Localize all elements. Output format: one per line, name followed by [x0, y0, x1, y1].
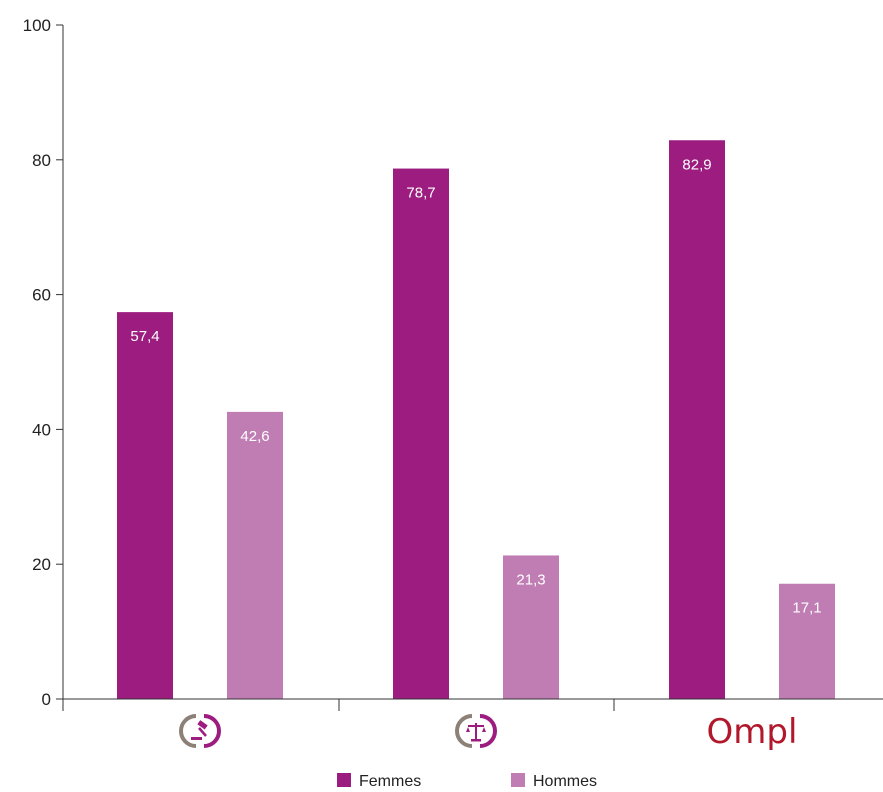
legend-label-femmes: Femmes: [359, 773, 421, 790]
bar-hommes-1: [227, 411, 283, 699]
bar-hommes-2: [503, 555, 559, 699]
bar-label-femmes-1: 57,4: [130, 328, 159, 345]
bars-layer: [117, 140, 835, 699]
bar-labels-layer: 57,4 78,7 82,9 42,6 21,3 17,1: [130, 156, 821, 616]
legend-swatch-femmes: [337, 773, 351, 787]
scales-logo-icon: [455, 714, 497, 748]
y-tick-label-20: 20: [32, 555, 51, 574]
bar-label-femmes-3: 82,9: [682, 156, 711, 173]
legend-swatch-hommes: [511, 773, 525, 787]
bar-femmes-2: [393, 168, 449, 699]
bar-label-hommes-1: 42,6: [240, 428, 269, 445]
bar-hommes-3: [779, 583, 835, 699]
legend: Femmes Hommes: [337, 773, 597, 790]
y-tick-label-60: 60: [32, 286, 51, 305]
legend-label-hommes: Hommes: [533, 773, 597, 790]
y-tick-label-80: 80: [32, 151, 51, 170]
y-tick-label-0: 0: [42, 690, 51, 709]
bar-femmes-1: [117, 312, 173, 699]
gavel-logo-icon: [179, 714, 221, 748]
x-ticks-layer: [62, 699, 615, 711]
ompl-logo-text: Ompl: [707, 712, 798, 752]
bar-label-femmes-2: 78,7: [406, 185, 435, 202]
ompl-logo: Ompl: [707, 712, 798, 752]
bar-label-hommes-2: 21,3: [516, 571, 545, 588]
bar-femmes-3: [669, 140, 725, 699]
bar-label-hommes-3: 17,1: [792, 600, 821, 617]
y-tick-label-100: 100: [23, 16, 51, 35]
y-ticks-layer: 0 20 40 60 80 100: [23, 16, 63, 709]
y-tick-label-40: 40: [32, 420, 51, 439]
